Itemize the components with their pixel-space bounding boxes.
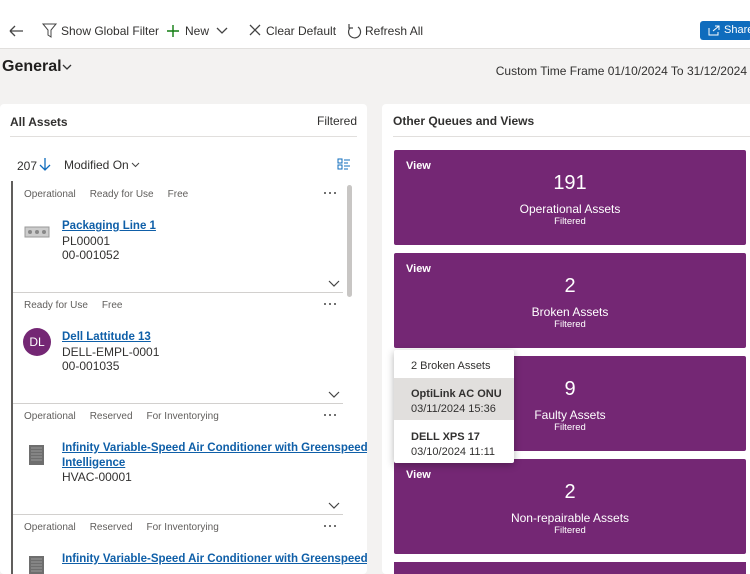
asset-info: Infinity Variable-Speed Air Conditioner … — [62, 441, 367, 485]
tag: Free — [167, 189, 189, 200]
tile-status: Filtered — [554, 422, 586, 433]
asset-name[interactable]: Intelligence — [62, 456, 126, 469]
asset-detail: PL00001 — [62, 233, 111, 248]
asset-name[interactable]: Infinity Variable-Speed Air Conditioner … — [62, 442, 367, 454]
tag-row: Operational Reserved For Inventorying — [24, 411, 219, 422]
tile-label: Operational Assets — [519, 202, 621, 216]
toolbar-button[interactable]: Clear Default — [266, 24, 337, 38]
tag: Operational — [24, 411, 76, 422]
toolbar — [0, 0, 750, 49]
asset-detail: 00-001035 — [62, 359, 120, 373]
card-divider — [13, 292, 343, 293]
item-date: 03/11/2024 15:36 — [411, 403, 496, 415]
popup: 2 Broken Assets OptiLink AC ONU 03/11/2024… — [394, 350, 514, 463]
count: 207 — [17, 159, 38, 173]
item-name[interactable]: OptiLink AC ONU — [411, 388, 502, 400]
tile-count: 191 — [553, 172, 587, 194]
tile-status: Filtered — [554, 319, 586, 330]
asset-name[interactable]: Packaging Line 1 — [62, 220, 156, 232]
divider — [393, 136, 750, 137]
view-link[interactable]: View — [406, 469, 431, 481]
toolbar-button[interactable]: New — [185, 24, 210, 38]
queue-tile[interactable]: View 2 Broken Assets Filtered — [394, 253, 746, 348]
tag: Reserved — [89, 411, 133, 422]
title-chevron — [62, 64, 72, 70]
tile-label: Broken Assets — [531, 305, 609, 319]
tile-count: 2 — [564, 481, 576, 503]
asset-detail: 00-001052 — [62, 248, 120, 262]
asset-name[interactable]: Dell Lattitude 13 — [62, 331, 151, 343]
tag: For Inventorying — [146, 522, 219, 533]
view-link[interactable]: View — [406, 160, 431, 172]
asset-detail: DELL-EMPL-0001 — [62, 344, 160, 359]
tile-label: Faulty Assets — [534, 408, 606, 422]
tile-status: Filtered — [554, 216, 586, 227]
card-divider — [13, 403, 343, 404]
panel-title: Other Queues and Views — [393, 114, 535, 128]
tag: Operational — [24, 522, 76, 533]
assets-panel: All Assets Filtered 207 Modified On Operatio… — [0, 104, 367, 574]
toolbar-button[interactable]: Show Global Filter — [61, 24, 160, 38]
view-link[interactable]: View — [406, 263, 431, 275]
tag-row: Operational Reserved For Inventorying — [24, 522, 219, 533]
queue-tile[interactable] — [394, 562, 746, 574]
tag: Ready for Use — [89, 189, 154, 200]
avatar: DL — [23, 328, 51, 356]
time-frame: Custom Time Frame 01/10/2024 To 31/12/20… — [495, 64, 747, 78]
asset-info: Infinity Variable-Speed Air Conditioner … — [62, 552, 367, 567]
card-rail — [11, 181, 13, 574]
tile-count: 9 — [564, 378, 576, 400]
tag: Ready for Use — [24, 300, 88, 311]
queue-tile[interactable]: View 2 Non-repairable Assets Filtered — [394, 459, 746, 554]
share-icon — [708, 25, 720, 36]
divider — [10, 136, 357, 137]
tag: Reserved — [89, 522, 133, 533]
popup-item[interactable]: DELL XPS 17 03/10/2024 11:11 — [394, 421, 514, 463]
tile-count: 2 — [564, 275, 576, 297]
asset-name[interactable]: Infinity Variable-Speed Air Conditioner … — [62, 553, 367, 565]
popup-title: 2 Broken Assets — [411, 360, 491, 372]
popup-item[interactable]: OptiLink AC ONU 03/11/2024 15:36 — [394, 378, 514, 420]
scrollbar — [347, 185, 352, 297]
tag-row: Ready for Use Free — [24, 300, 122, 311]
asset-detail: HVAC-00001 — [62, 470, 132, 484]
toolbar-button[interactable]: Refresh All — [365, 24, 424, 38]
item-date: 03/10/2024 11:11 — [411, 446, 496, 458]
card-divider — [13, 514, 343, 515]
tile-status: Filtered — [554, 525, 586, 536]
item-name[interactable]: DELL XPS 17 — [411, 431, 480, 443]
toolbar-icons — [9, 23, 362, 39]
asset-info: Packaging Line 1 PL00001 00-001052 — [62, 219, 156, 263]
asset-info: Dell Lattitude 13 DELL-EMPL-0001 00-001035 — [62, 330, 159, 374]
tag: Operational — [24, 189, 76, 200]
panel-title: All Assets — [10, 115, 68, 129]
panel-status: Filtered — [316, 114, 357, 128]
tile-label: Non-repairable Assets — [510, 511, 630, 525]
queue-tile[interactable]: View 191 Operational Assets Filtered — [394, 150, 746, 245]
tag-row: Operational Ready for Use Free — [24, 189, 188, 200]
sort-field[interactable]: Modified On — [64, 158, 129, 172]
tag: Free — [101, 300, 123, 311]
tag: For Inventorying — [146, 411, 219, 422]
view-title[interactable]: General — [2, 58, 62, 75]
queues-panel: Other Queues and Views View 191 Operational… — [382, 104, 750, 574]
share-label[interactable]: Share — [724, 24, 750, 36]
